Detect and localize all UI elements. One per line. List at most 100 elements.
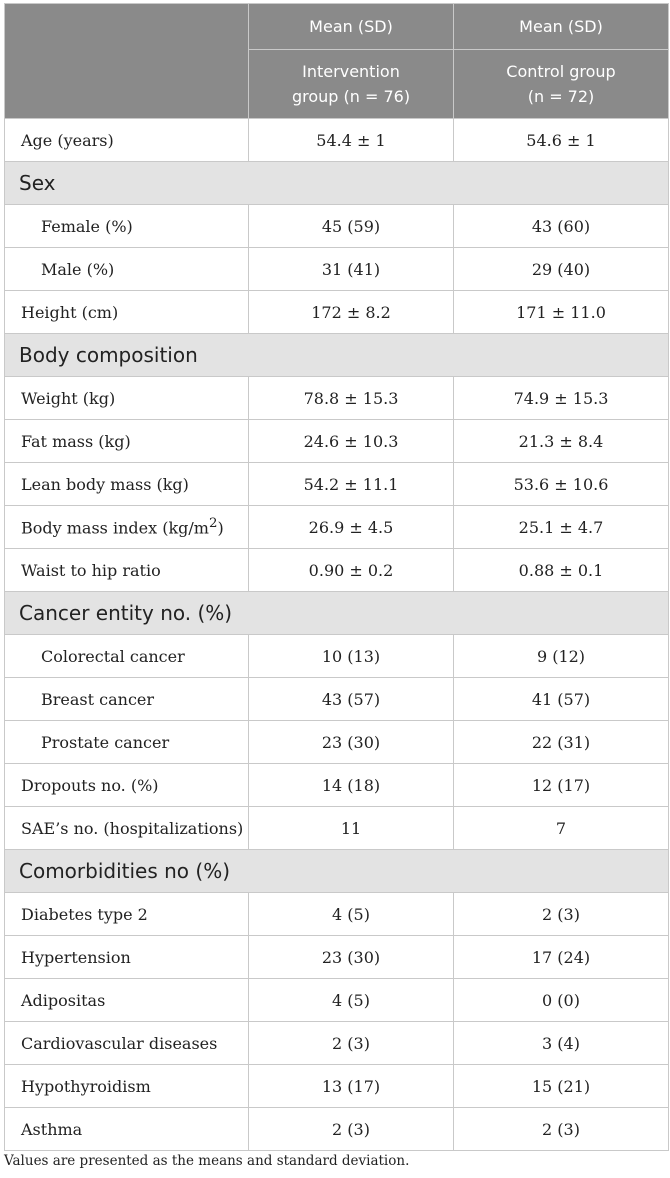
control-value: 2 (3) — [453, 892, 669, 936]
row-label: Diabetes type 2 — [4, 892, 249, 936]
control-value: 54.6 ± 1 — [453, 118, 669, 162]
table-row: Hypertension 23 (30) 17 (24) — [4, 935, 669, 979]
intervention-value: 0.90 ± 0.2 — [248, 548, 454, 592]
intervention-value: 78.8 ± 15.3 — [248, 376, 454, 420]
control-value: 53.6 ± 10.6 — [453, 462, 669, 506]
row-label: Height (cm) — [4, 290, 249, 334]
intervention-value: 4 (5) — [248, 978, 454, 1022]
control-value: 74.9 ± 15.3 — [453, 376, 669, 420]
intervention-value: 23 (30) — [248, 720, 454, 764]
control-value: 15 (21) — [453, 1064, 669, 1108]
control-value: 29 (40) — [453, 247, 669, 291]
control-value: 25.1 ± 4.7 — [453, 505, 669, 549]
header-intervention-mean: Mean (SD) — [248, 3, 454, 50]
header-control-line2: (n = 72) — [527, 87, 595, 106]
control-value: 12 (17) — [453, 763, 669, 807]
table-row: Lean body mass (kg) 54.2 ± 11.1 53.6 ± 1… — [4, 462, 669, 506]
row-label: Colorectal cancer — [4, 634, 249, 678]
row-label: SAE’s no. (hospitalizations) — [4, 806, 249, 850]
control-value: 22 (31) — [453, 720, 669, 764]
table-row: Fat mass (kg) 24.6 ± 10.3 21.3 ± 8.4 — [4, 419, 669, 463]
bmi-label-prefix: Body mass index (kg/m — [21, 518, 209, 538]
header-corner-cell — [4, 3, 249, 119]
header-control-line1: Control group — [506, 62, 616, 81]
control-value: 43 (60) — [453, 204, 669, 248]
control-value: 7 — [453, 806, 669, 850]
header-control-group: Control group (n = 72) — [453, 49, 669, 119]
row-label: Breast cancer — [4, 677, 249, 721]
header-row: Mean (SD) Mean (SD) — [4, 3, 669, 119]
row-label: Cardiovascular diseases — [4, 1021, 249, 1065]
row-label: Age (years) — [4, 118, 249, 162]
section-row: Cancer entity no. (%) — [4, 591, 669, 635]
table-body: Age (years) 54.4 ± 1 54.6 ± 1 Sex Female… — [4, 118, 669, 1151]
section-heading: Body composition — [4, 333, 669, 377]
table-row: Weight (kg) 78.8 ± 15.3 74.9 ± 15.3 — [4, 376, 669, 420]
table-row: Diabetes type 2 4 (5) 2 (3) — [4, 892, 669, 936]
intervention-value: 4 (5) — [248, 892, 454, 936]
row-label: Hypertension — [4, 935, 249, 979]
section-row: Comorbidities no (%) — [4, 849, 669, 893]
section-heading: Cancer entity no. (%) — [4, 591, 669, 635]
header-intervention-line1: Intervention — [302, 62, 400, 81]
control-value: 0.88 ± 0.1 — [453, 548, 669, 592]
baseline-characteristics-table: Mean (SD) Mean (SD) Intervention group (… — [4, 3, 669, 1151]
bmi-label-superscript: 2 — [208, 516, 218, 532]
row-label: Female (%) — [4, 204, 249, 248]
row-label: Fat mass (kg) — [4, 419, 249, 463]
table-row: Height (cm) 172 ± 8.2 171 ± 11.0 — [4, 290, 669, 334]
intervention-value: 26.9 ± 4.5 — [248, 505, 454, 549]
table-row: Hypothyroidism 13 (17) 15 (21) — [4, 1064, 669, 1108]
table-row: Cardiovascular diseases 2 (3) 3 (4) — [4, 1021, 669, 1065]
intervention-value: 13 (17) — [248, 1064, 454, 1108]
control-value: 21.3 ± 8.4 — [453, 419, 669, 463]
table-row: SAE’s no. (hospitalizations) 11 7 — [4, 806, 669, 850]
intervention-value: 11 — [248, 806, 454, 850]
table-header: Mean (SD) Mean (SD) Intervention group (… — [4, 3, 669, 119]
control-value: 0 (0) — [453, 978, 669, 1022]
row-label: Hypothyroidism — [4, 1064, 249, 1108]
intervention-value: 10 (13) — [248, 634, 454, 678]
control-value: 2 (3) — [453, 1107, 669, 1151]
intervention-value: 14 (18) — [248, 763, 454, 807]
intervention-value: 2 (3) — [248, 1107, 454, 1151]
row-label: Body mass index (kg/m2) — [4, 505, 249, 549]
row-label: Waist to hip ratio — [4, 548, 249, 592]
table-row: Prostate cancer 23 (30) 22 (31) — [4, 720, 669, 764]
header-intervention-line2: group (n = 76) — [291, 87, 411, 106]
table-row: Adipositas 4 (5) 0 (0) — [4, 978, 669, 1022]
intervention-value: 172 ± 8.2 — [248, 290, 454, 334]
intervention-value: 2 (3) — [248, 1021, 454, 1065]
bmi-label-suffix: ) — [217, 518, 224, 538]
row-label: Weight (kg) — [4, 376, 249, 420]
row-label: Adipositas — [4, 978, 249, 1022]
control-value: 17 (24) — [453, 935, 669, 979]
row-label: Dropouts no. (%) — [4, 763, 249, 807]
row-label: Prostate cancer — [4, 720, 249, 764]
row-label: Lean body mass (kg) — [4, 462, 249, 506]
header-intervention-group: Intervention group (n = 76) — [248, 49, 454, 119]
section-heading: Comorbidities no (%) — [4, 849, 669, 893]
section-heading: Sex — [4, 161, 669, 205]
table-row: Body mass index (kg/m2) 26.9 ± 4.5 25.1 … — [4, 505, 669, 549]
intervention-value: 54.4 ± 1 — [248, 118, 454, 162]
table-row: Asthma 2 (3) 2 (3) — [4, 1107, 669, 1151]
control-value: 9 (12) — [453, 634, 669, 678]
intervention-value: 43 (57) — [248, 677, 454, 721]
table-row: Male (%) 31 (41) 29 (40) — [4, 247, 669, 291]
control-value: 3 (4) — [453, 1021, 669, 1065]
table-footnote: Values are presented as the means and st… — [4, 1153, 410, 1169]
header-control-mean: Mean (SD) — [453, 3, 669, 50]
header-row: Intervention group (n = 76) Control grou… — [5, 49, 669, 119]
control-value: 41 (57) — [453, 677, 669, 721]
intervention-value: 54.2 ± 11.1 — [248, 462, 454, 506]
table-row: Dropouts no. (%) 14 (18) 12 (17) — [4, 763, 669, 807]
table-row: Age (years) 54.4 ± 1 54.6 ± 1 — [4, 118, 669, 162]
table-row: Waist to hip ratio 0.90 ± 0.2 0.88 ± 0.1 — [4, 548, 669, 592]
intervention-value: 31 (41) — [248, 247, 454, 291]
row-label: Male (%) — [4, 247, 249, 291]
row-label: Asthma — [4, 1107, 249, 1151]
intervention-value: 45 (59) — [248, 204, 454, 248]
intervention-value: 24.6 ± 10.3 — [248, 419, 454, 463]
table-row: Female (%) 45 (59) 43 (60) — [4, 204, 669, 248]
